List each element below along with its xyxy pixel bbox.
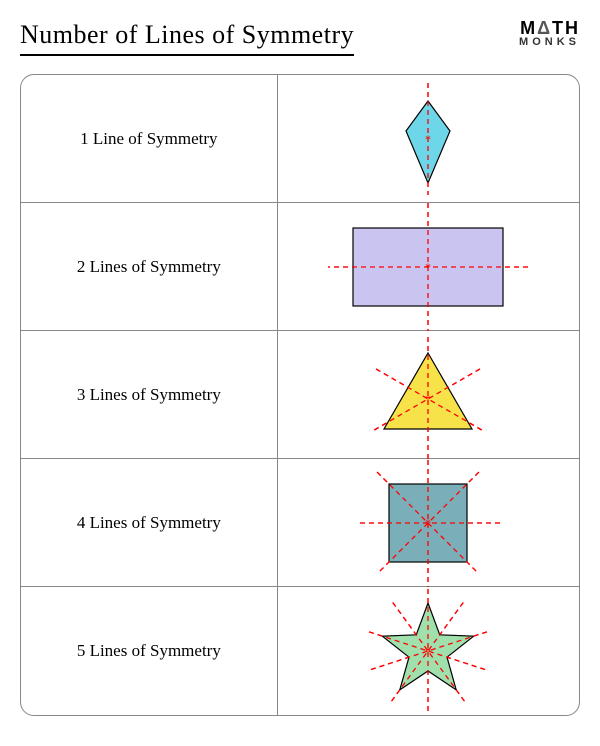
header: Number of Lines of Symmetry MΔTH MONKS [20,20,580,56]
logo-letter: TH [552,18,580,38]
shape-square: * [283,459,573,587]
shape-kite: * [283,75,573,203]
page-title: Number of Lines of Symmetry [20,20,354,56]
svg-text:*: * [425,260,431,274]
row-shape-cell: * [278,459,579,586]
row-label: 4 Lines of Symmetry [21,459,278,586]
logo-letter: M [520,18,537,38]
table-row: 4 Lines of Symmetry * [21,459,579,587]
logo-letter: Δ [537,18,552,38]
logo: MΔTH MONKS [519,20,580,48]
shape-star5: * [283,587,573,715]
row-label: 5 Lines of Symmetry [21,587,278,715]
row-label: 2 Lines of Symmetry [21,203,278,330]
symmetry-table: 1 Line of Symmetry*2 Lines of Symmetry*3… [20,74,580,716]
table-row: 1 Line of Symmetry * [21,75,579,203]
table-row: 3 Lines of Symmetry * [21,331,579,459]
svg-text:*: * [425,644,431,658]
row-shape-cell: * [278,203,579,330]
logo-bottom: MONKS [519,37,580,47]
row-shape-cell: * [278,75,579,202]
row-shape-cell: * [278,587,579,715]
svg-text:*: * [425,132,431,146]
table-row: 2 Lines of Symmetry * [21,203,579,331]
svg-text:*: * [425,392,431,406]
row-label: 3 Lines of Symmetry [21,331,278,458]
logo-top: MΔTH [519,20,580,37]
row-label: 1 Line of Symmetry [21,75,278,202]
shape-triangle: * [283,331,573,459]
shape-rectangle: * [283,203,573,331]
table-row: 5 Lines of Symmetry * [21,587,579,715]
svg-text:*: * [425,516,431,530]
row-shape-cell: * [278,331,579,458]
